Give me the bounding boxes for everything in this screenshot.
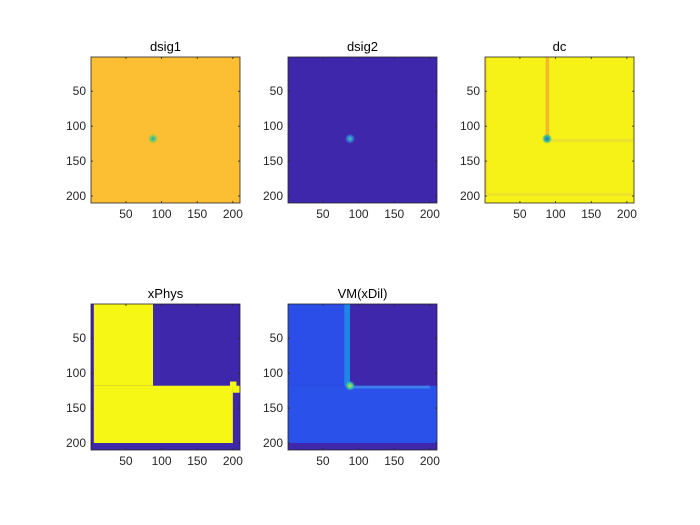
panel-2: 50 100 150 200 50 100 150 200 dsig2 [263, 39, 440, 221]
y-tick-label: 100 [66, 366, 86, 380]
y-tick-label: 150 [263, 401, 283, 415]
feature-corner-tab [230, 381, 237, 388]
x-tick-label: 100 [349, 454, 369, 468]
feature-hotspot [345, 133, 356, 144]
panel-title: xPhys [148, 286, 184, 301]
x-tick-label: 50 [316, 207, 330, 221]
x-tick-label: 150 [187, 454, 207, 468]
heatmap-features [93, 304, 240, 444]
y-tick-label: 150 [460, 154, 480, 168]
x-tick-label: 200 [223, 207, 243, 221]
heatmap-background [288, 57, 437, 203]
feature-bottom-edge [485, 193, 634, 197]
feature-vertical-arm [93, 304, 154, 386]
axes-box [484, 56, 635, 204]
feature-vertical-edge [545, 57, 550, 139]
panel-title: dc [553, 39, 567, 54]
y-tick-label: 150 [66, 154, 86, 168]
heatmap-features [148, 133, 159, 144]
feature-right-tab [232, 385, 240, 393]
x-tick-label: 100 [152, 207, 172, 221]
feature-stress-concentration [345, 380, 356, 391]
x-tick-label: 50 [513, 207, 527, 221]
panel-1: 50 100 150 200 50 100 150 200 dsig1 [66, 39, 243, 221]
heatmap-background [485, 57, 634, 203]
feature-corner [542, 133, 553, 144]
feature-horizontal-arm [93, 385, 233, 444]
y-tick-label: 50 [270, 331, 284, 345]
feature-horizontal-edge [547, 138, 634, 143]
heatmap-features [288, 304, 437, 444]
x-tick-label: 50 [316, 454, 330, 468]
panel-title: dsig1 [150, 39, 181, 54]
y-tick-label: 100 [263, 366, 283, 380]
x-tick-label: 50 [119, 207, 133, 221]
axes-box [287, 56, 438, 204]
feature-inner-horizontal-edge [350, 385, 430, 389]
panel-title: dsig2 [347, 39, 378, 54]
y-tick-label: 150 [263, 154, 283, 168]
x-tick-label: 200 [223, 454, 243, 468]
x-tick-label: 150 [384, 454, 404, 468]
axes-box [90, 303, 241, 451]
y-tick-label: 200 [460, 189, 480, 203]
panel-4: 50 100 150 200 50 100 150 200 xPhys [66, 286, 243, 468]
y-tick-label: 200 [66, 189, 86, 203]
x-tick-label: 100 [349, 207, 369, 221]
heatmap-background [91, 57, 240, 203]
x-tick-label: 150 [581, 207, 601, 221]
y-tick-label: 200 [66, 436, 86, 450]
y-tick-label: 100 [263, 119, 283, 133]
x-tick-label: 50 [119, 454, 133, 468]
axes-box [90, 56, 241, 204]
x-tick-label: 150 [384, 207, 404, 221]
x-tick-label: 200 [420, 454, 440, 468]
y-tick-label: 200 [263, 436, 283, 450]
y-tick-label: 50 [270, 84, 284, 98]
heatmap-features [345, 133, 356, 144]
panel-5: 50 100 150 200 50 100 150 200 VM(xDil) [263, 286, 440, 468]
panel-title: VM(xDil) [338, 286, 388, 301]
y-tick-label: 200 [263, 189, 283, 203]
feature-inner-vertical-edge [344, 304, 351, 386]
y-tick-label: 50 [73, 331, 87, 345]
panel-3: 50 100 150 200 50 100 150 200 dc [460, 39, 637, 221]
feature-vertical-arm [288, 304, 351, 386]
y-tick-label: 100 [66, 119, 86, 133]
x-tick-label: 100 [546, 207, 566, 221]
axes-box [287, 303, 438, 451]
x-tick-label: 100 [152, 454, 172, 468]
y-tick-label: 50 [467, 84, 481, 98]
y-tick-label: 100 [460, 119, 480, 133]
x-tick-label: 200 [617, 207, 637, 221]
x-tick-label: 200 [420, 207, 440, 221]
y-tick-label: 50 [73, 84, 87, 98]
feature-hotspot [148, 133, 159, 144]
feature-horizontal-arm [288, 385, 437, 444]
x-tick-label: 150 [187, 207, 207, 221]
y-tick-label: 150 [66, 401, 86, 415]
